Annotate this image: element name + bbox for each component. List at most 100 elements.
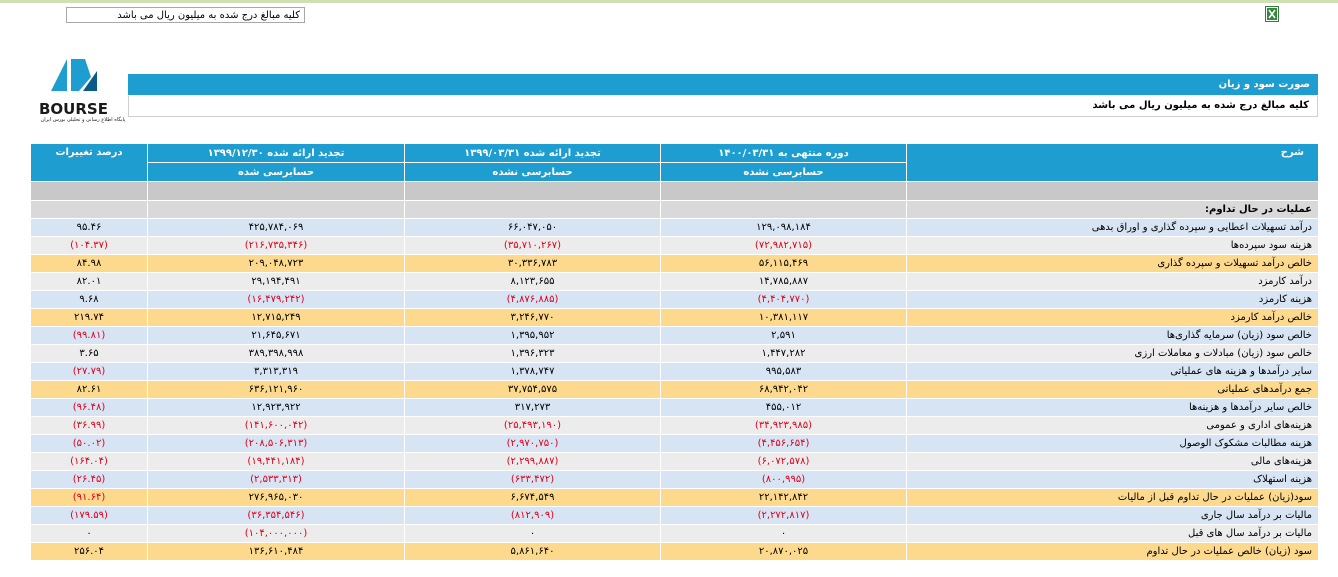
row-label: خالص سایر درآمدها و هزینه‌ها xyxy=(906,398,1319,417)
value-change-percent: (۱۷۹.۵۹) xyxy=(30,506,148,525)
value-period-1399-03: ۳۱۷,۲۷۳ xyxy=(404,398,661,417)
value-period-1399-03: ۳۷,۷۵۴,۵۷۵ xyxy=(404,380,661,399)
row-label: هزینه استهلاک xyxy=(906,470,1319,489)
section-heading-row: عملیات در حال تداوم: xyxy=(30,200,1319,219)
row-label: هزینه سود سپرده‌ها xyxy=(906,236,1319,255)
top-border xyxy=(0,0,1338,3)
value-period-1399-12: (۳۶,۳۵۴,۵۴۶) xyxy=(147,506,405,525)
value-change-percent: ۰ xyxy=(30,524,148,543)
value-period-1400: (۴,۴۰۴,۷۷۰) xyxy=(660,290,907,309)
column-status-3: حسابرسی شده xyxy=(147,162,405,182)
value-change-percent: ۲۵۶.۰۴ xyxy=(30,542,148,561)
logo-brand-text: BOURSE xyxy=(39,100,108,117)
value-period-1399-12: ۴۲۵,۷۸۴,۰۶۹ xyxy=(147,218,405,237)
column-header-period-1399-03: تجدید ارائه شده ۱۳۹۹/۰۳/۳۱ xyxy=(404,143,661,163)
table-row: سود(زیان) عملیات در حال تداوم قبل از مال… xyxy=(30,488,1319,507)
row-label: خالص درآمد کارمزد xyxy=(906,308,1319,327)
column-status-2: حسابرسی نشده xyxy=(404,162,661,182)
table-row: هزینه‌های مالی (۶,۰۷۲,۵۷۸) (۲,۲۹۹,۸۸۷) (۱۹,… xyxy=(30,452,1319,471)
value-period-1399-03: (۴,۸۷۶,۸۸۵) xyxy=(404,290,661,309)
value-period-1399-12: ۶۳۶,۱۲۱,۹۶۰ xyxy=(147,380,405,399)
spacer-row xyxy=(30,181,1319,201)
column-header-period-1400: دوره منتهی به ۱۴۰۰/۰۳/۳۱ xyxy=(660,143,907,163)
value-period-1400: ۲۲,۱۴۲,۸۴۲ xyxy=(660,488,907,507)
table-row: هزینه کارمزد (۴,۴۰۴,۷۷۰) (۴,۸۷۶,۸۸۵) (۱۶,۴۷… xyxy=(30,290,1319,309)
row-label: سود (زیان) خالص عملیات در حال تداوم xyxy=(906,542,1319,561)
value-period-1400: ۲,۵۹۱ xyxy=(660,326,907,345)
value-period-1399-12: ۱۳۶,۶۱۰,۴۸۴ xyxy=(147,542,405,561)
excel-export-icon[interactable] xyxy=(1265,6,1279,22)
column-header-desc: شرح xyxy=(906,143,1319,182)
row-label: خالص درآمد تسهیلات و سپرده گذاری xyxy=(906,254,1319,273)
value-period-1400: (۳۴,۹۲۳,۹۸۵) xyxy=(660,416,907,435)
value-period-1399-12: ۱۲,۹۲۳,۹۲۲ xyxy=(147,398,405,417)
value-change-percent: (۲۶.۴۵) xyxy=(30,470,148,489)
row-label: هزینه کارمزد xyxy=(906,290,1319,309)
value-period-1400: (۴,۴۵۶,۶۵۴) xyxy=(660,434,907,453)
value-period-1399-12: ۲۱,۶۴۵,۶۷۱ xyxy=(147,326,405,345)
value-change-percent: ۳.۶۵ xyxy=(30,344,148,363)
table-row: هزینه استهلاک (۸۰۰,۹۹۵) (۶۳۳,۴۷۲) (۲,۵۳۳,۳۱… xyxy=(30,470,1319,489)
value-period-1400: (۶,۰۷۲,۵۷۸) xyxy=(660,452,907,471)
value-period-1399-03: ۸,۱۲۳,۶۵۵ xyxy=(404,272,661,291)
value-change-percent: ۸۲.۰۱ xyxy=(30,272,148,291)
report-note: کلیه مبالغ درج شده به میلیون ریال می باش… xyxy=(128,96,1318,117)
value-change-percent: ۸۲.۶۱ xyxy=(30,380,148,399)
value-change-percent: (۹۹.۸۱) xyxy=(30,326,148,345)
value-period-1400: (۷۲,۹۸۲,۷۱۵) xyxy=(660,236,907,255)
value-period-1399-12: (۱۶,۴۷۹,۲۴۲) xyxy=(147,290,405,309)
value-period-1399-03: ۳,۲۴۶,۷۷۰ xyxy=(404,308,661,327)
value-period-1399-12: ۳,۳۱۳,۳۱۹ xyxy=(147,362,405,381)
value-period-1399-12: ۲۹,۱۹۴,۴۹۱ xyxy=(147,272,405,291)
row-label: سایر درآمدها و هزینه های عملیاتی xyxy=(906,362,1319,381)
table-row: مالیات بر درآمد سال جاری (۲,۲۷۲,۸۱۷) (۸۱۲,… xyxy=(30,506,1319,525)
value-period-1400: ۴۵۵,۰۱۲ xyxy=(660,398,907,417)
value-period-1399-03: ۶۶,۰۴۷,۰۵۰ xyxy=(404,218,661,237)
column-header-change: درصد تغییرات xyxy=(30,143,148,182)
value-period-1399-12: ۳۸۹,۳۹۸,۹۹۸ xyxy=(147,344,405,363)
row-label: درآمد تسهیلات اعطایی و سپرده گذاری و اور… xyxy=(906,218,1319,237)
value-period-1400: ۱,۴۴۷,۲۸۲ xyxy=(660,344,907,363)
table-row: سایر درآمدها و هزینه های عملیاتی ۹۹۵,۵۸۳ ۱… xyxy=(30,362,1319,381)
value-period-1400: ۶۸,۹۴۲,۰۴۲ xyxy=(660,380,907,399)
value-change-percent: (۵۰.۰۲) xyxy=(30,434,148,453)
report-title: صورت سود و زیان xyxy=(128,74,1318,95)
table-row: سود (زیان) خالص عملیات در حال تداوم ۲۰,۸۷… xyxy=(30,542,1319,561)
bourse-logo[interactable]: BOURSE xyxy=(37,57,127,127)
value-period-1400: ۱۴,۷۸۵,۸۸۷ xyxy=(660,272,907,291)
value-period-1399-12: ۲۰۹,۰۴۸,۷۲۳ xyxy=(147,254,405,273)
column-status-1: حسابرسی نشده xyxy=(660,162,907,182)
value-period-1400: ۵۶,۱۱۵,۴۶۹ xyxy=(660,254,907,273)
row-label: هزینه‌های اداری و عمومی xyxy=(906,416,1319,435)
income-statement-table: شرح دوره منتهی به ۱۴۰۰/۰۳/۳۱ تجدید ارائه… xyxy=(30,143,1319,561)
value-period-1399-12: (۱۹,۴۴۱,۱۸۴) xyxy=(147,452,405,471)
table-row: هزینه سود سپرده‌ها (۷۲,۹۸۲,۷۱۵) (۳۵,۷۱۰,۲۶… xyxy=(30,236,1319,255)
value-period-1399-03: (۸۱۲,۹۰۹) xyxy=(404,506,661,525)
table-row: خالص درآمد کارمزد ۱۰,۳۸۱,۱۱۷ ۳,۲۴۶,۷۷۰ ۱۲,۷… xyxy=(30,308,1319,327)
value-period-1399-03: ۶,۶۷۴,۵۴۹ xyxy=(404,488,661,507)
row-label: خالص سود (زیان) سرمایه گذاری‌ها xyxy=(906,326,1319,345)
value-period-1400: (۲,۲۷۲,۸۱۷) xyxy=(660,506,907,525)
table-row: خالص درآمد تسهیلات و سپرده گذاری ۵۶,۱۱۵,۴… xyxy=(30,254,1319,273)
value-period-1399-12: (۲۰۸,۵۰۶,۳۱۳) xyxy=(147,434,405,453)
value-period-1399-03: ۱,۳۹۶,۳۲۳ xyxy=(404,344,661,363)
value-period-1399-03: ۵,۸۶۱,۶۴۰ xyxy=(404,542,661,561)
value-period-1399-03: ۱,۳۷۸,۷۴۷ xyxy=(404,362,661,381)
table-row: خالص سود (زیان) سرمایه گذاری‌ها ۲,۵۹۱ ۱,۳۹… xyxy=(30,326,1319,345)
value-period-1400: ۱۲۹,۰۹۸,۱۸۴ xyxy=(660,218,907,237)
value-period-1399-12: (۲,۵۳۳,۳۱۳) xyxy=(147,470,405,489)
section-title: عملیات در حال تداوم: xyxy=(906,200,1319,219)
value-period-1400: ۰ xyxy=(660,524,907,543)
value-change-percent: (۱۰۴.۳۷) xyxy=(30,236,148,255)
value-change-percent: ۹۵.۴۶ xyxy=(30,218,148,237)
table-row: جمع درآمدهای عملیاتی ۶۸,۹۴۲,۰۴۲ ۳۷,۷۵۴,۵۷۵… xyxy=(30,380,1319,399)
value-period-1399-12: ۱۲,۷۱۵,۲۴۹ xyxy=(147,308,405,327)
value-change-percent: ۲۱۹.۷۴ xyxy=(30,308,148,327)
value-period-1399-03: (۲,۹۷۰,۷۵۰) xyxy=(404,434,661,453)
row-label: خالص سود (زیان) مبادلات و معاملات ارزی xyxy=(906,344,1319,363)
value-period-1399-03: (۳۵,۷۱۰,۲۶۷) xyxy=(404,236,661,255)
table-row: درآمد کارمزد ۱۴,۷۸۵,۸۸۷ ۸,۱۲۳,۶۵۵ ۲۹,۱۹۴,۴۹… xyxy=(30,272,1319,291)
value-period-1400: ۱۰,۳۸۱,۱۱۷ xyxy=(660,308,907,327)
row-label: سود(زیان) عملیات در حال تداوم قبل از مال… xyxy=(906,488,1319,507)
table-row: خالص سود (زیان) مبادلات و معاملات ارزی ۱,… xyxy=(30,344,1319,363)
